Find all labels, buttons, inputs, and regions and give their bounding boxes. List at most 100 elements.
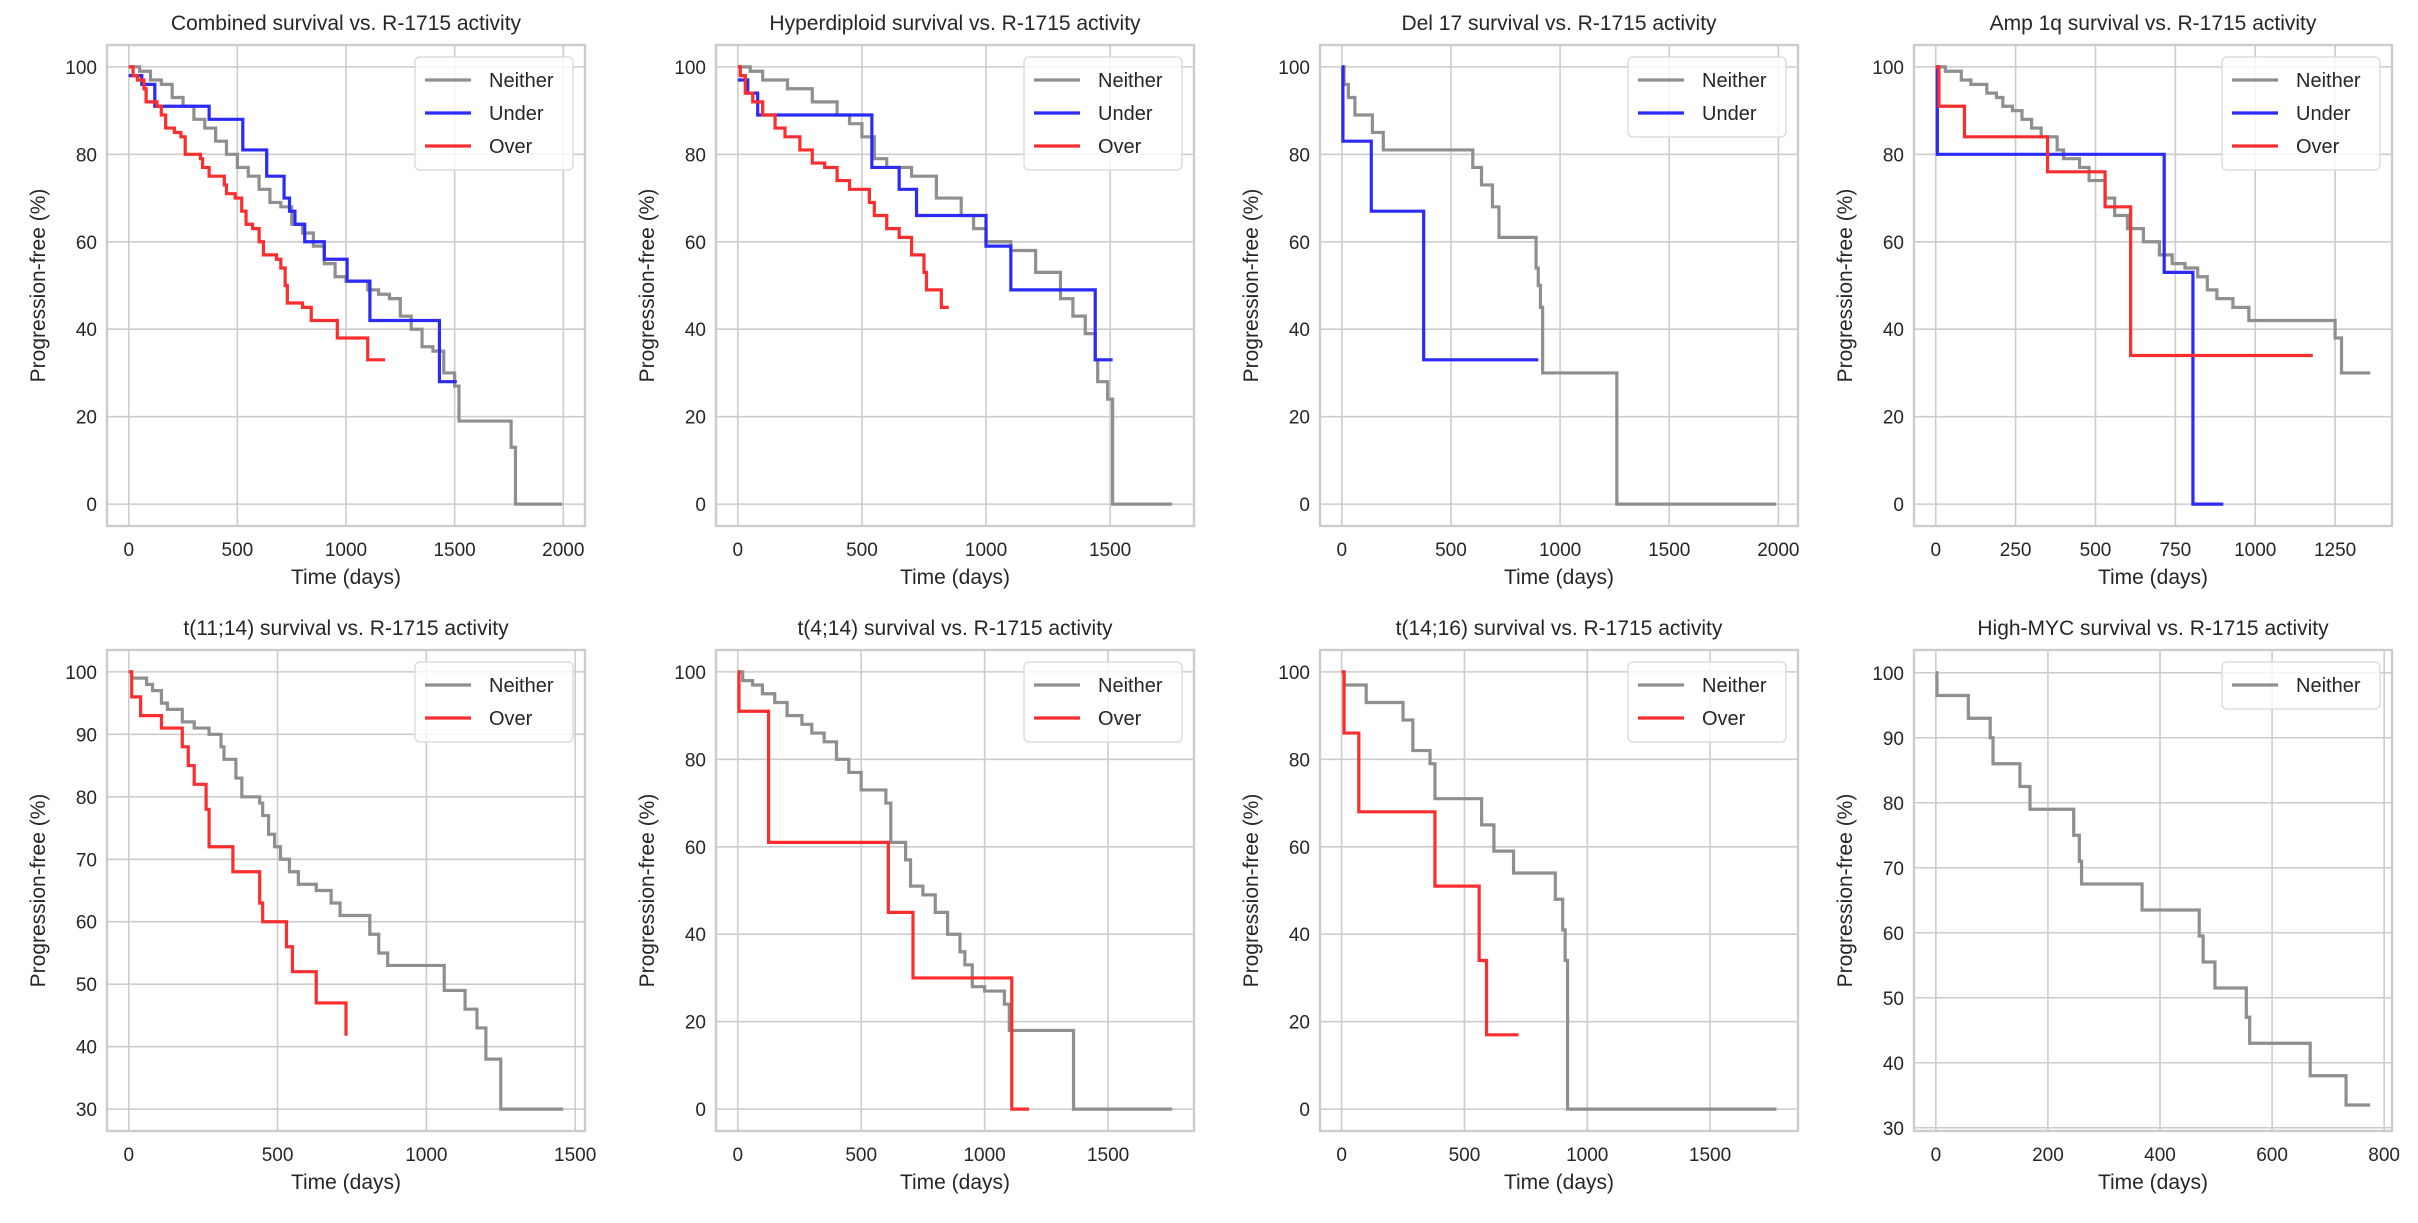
x-tick-label: 500 (1449, 1145, 1481, 1166)
y-tick-label: 70 (76, 850, 97, 871)
x-tick-label: 500 (846, 540, 878, 561)
x-axis-label: Time (days) (2098, 566, 2208, 589)
x-tick-label: 1500 (1087, 1145, 1129, 1166)
x-tick-label: 0 (1337, 540, 1348, 561)
axes-frame (714, 648, 1196, 1133)
x-tick-label: 750 (2160, 540, 2192, 561)
y-tick-label: 30 (1883, 1119, 1904, 1140)
x-tick-label: 200 (2032, 1145, 2064, 1166)
legend: Neither Over (1023, 661, 1183, 743)
y-tick-label: 80 (76, 788, 97, 809)
y-tick-label: 90 (76, 725, 97, 746)
x-tick-label: 0 (732, 1145, 743, 1166)
y-tick-label: 30 (76, 1100, 97, 1121)
legend: Neither Under Over (2221, 56, 2381, 171)
y-tick-label: 40 (1289, 925, 1310, 946)
series-line-over (737, 65, 949, 309)
legend-label: Over (1702, 708, 1746, 730)
legend-box (2221, 661, 2381, 710)
x-tick-label: 500 (222, 540, 254, 561)
series-line-under (1935, 65, 2224, 506)
y-tick-label: 60 (1289, 838, 1310, 859)
axes-frame (1912, 648, 2394, 1133)
legend-label: Under (1098, 103, 1153, 125)
subplot-title: Hyperdiploid survival vs. R-1715 activit… (769, 12, 1141, 35)
y-tick-label: 80 (685, 145, 706, 166)
legend-box (414, 661, 574, 743)
y-tick-label: 80 (76, 145, 97, 166)
axes-frame (105, 648, 587, 1133)
legend-label: Neither (1098, 70, 1163, 92)
y-tick-label: 100 (1278, 58, 1310, 79)
subplot-6: 0 500 1000 1500 0 20 40 60 80 100 t(4;14) survival… (636, 617, 1196, 1194)
subplot-title: Del 17 survival vs. R-1715 activity (1401, 12, 1717, 35)
x-tick-label: 250 (2000, 540, 2032, 561)
subplot-title: Combined survival vs. R-1715 activity (171, 12, 522, 35)
y-tick-label: 60 (1289, 233, 1310, 254)
y-tick-label: 0 (1299, 1100, 1310, 1121)
x-tick-label: 600 (2256, 1145, 2288, 1166)
x-tick-label: 500 (1435, 540, 1467, 561)
y-tick-label: 80 (685, 750, 706, 771)
x-tick-label: 800 (2368, 1145, 2400, 1166)
y-tick-label: 40 (1883, 320, 1904, 341)
subplot-title: t(11;14) survival vs. R-1715 activity (183, 617, 509, 640)
legend-label: Over (1098, 708, 1142, 730)
y-tick-label: 50 (1883, 989, 1904, 1010)
y-tick-label: 40 (1289, 320, 1310, 341)
y-tick-label: 80 (1883, 145, 1904, 166)
y-axis-label: Progression-free (%) (1834, 189, 1857, 383)
x-tick-label: 0 (123, 540, 134, 561)
y-axis-label: Progression-free (%) (636, 189, 659, 383)
y-tick-label: 20 (1289, 1013, 1310, 1034)
x-axis-label: Time (days) (291, 1171, 401, 1194)
legend-box (1627, 56, 1787, 138)
subplot-3: 0 500 1000 1500 2000 0 20 40 60 80 100 Del 17 survi… (1240, 12, 1799, 589)
series-line-under (737, 78, 1113, 362)
subplot-4: 0 250 500 750 1000 1250 0 20 40 60 80 100 Amp 1q sur… (1834, 12, 2394, 589)
legend-box (1627, 661, 1787, 743)
x-tick-label: 500 (262, 1145, 294, 1166)
series-line-neither (1341, 65, 1777, 506)
series-line-neither (1341, 670, 1777, 1111)
x-axis-label: Time (days) (291, 566, 401, 589)
x-axis-label: Time (days) (1504, 1171, 1614, 1194)
series-line-under (1341, 65, 1539, 362)
legend-label: Neither (489, 675, 554, 697)
y-tick-label: 80 (1289, 145, 1310, 166)
x-tick-label: 500 (845, 1145, 877, 1166)
x-tick-label: 0 (1336, 1145, 1347, 1166)
legend-box (1023, 56, 1183, 171)
legend-label: Over (2296, 136, 2340, 158)
legend-label: Neither (1098, 675, 1163, 697)
x-tick-label: 1000 (965, 540, 1007, 561)
y-tick-label: 100 (65, 663, 97, 684)
y-tick-label: 60 (76, 913, 97, 934)
series-line-over (128, 670, 348, 1036)
x-tick-label: 1500 (1689, 1145, 1731, 1166)
axes-frame (105, 43, 587, 528)
y-tick-label: 60 (685, 233, 706, 254)
x-tick-label: 0 (733, 540, 744, 561)
y-tick-label: 60 (76, 233, 97, 254)
series-line-neither (128, 670, 564, 1111)
axes-frame (1912, 43, 2394, 528)
y-axis-label: Progression-free (%) (1240, 794, 1263, 988)
series-line-under (128, 74, 457, 384)
subplot-title: Amp 1q survival vs. R-1715 activity (1990, 12, 2317, 35)
legend-label: Under (2296, 103, 2351, 125)
y-tick-label: 0 (1299, 495, 1310, 516)
x-tick-label: 1500 (433, 540, 475, 561)
y-tick-label: 0 (86, 495, 97, 516)
x-tick-label: 0 (1931, 1145, 1942, 1166)
x-tick-label: 1000 (325, 540, 367, 561)
y-tick-label: 90 (1883, 729, 1904, 750)
legend: Neither Over (1627, 661, 1787, 743)
y-tick-label: 80 (1289, 750, 1310, 771)
x-tick-label: 1000 (963, 1145, 1005, 1166)
legend: Neither Over (414, 661, 574, 743)
y-axis-label: Progression-free (%) (1240, 189, 1263, 383)
legend: Neither (2221, 661, 2381, 710)
legend-label: Over (1098, 136, 1142, 158)
y-tick-label: 100 (65, 58, 97, 79)
